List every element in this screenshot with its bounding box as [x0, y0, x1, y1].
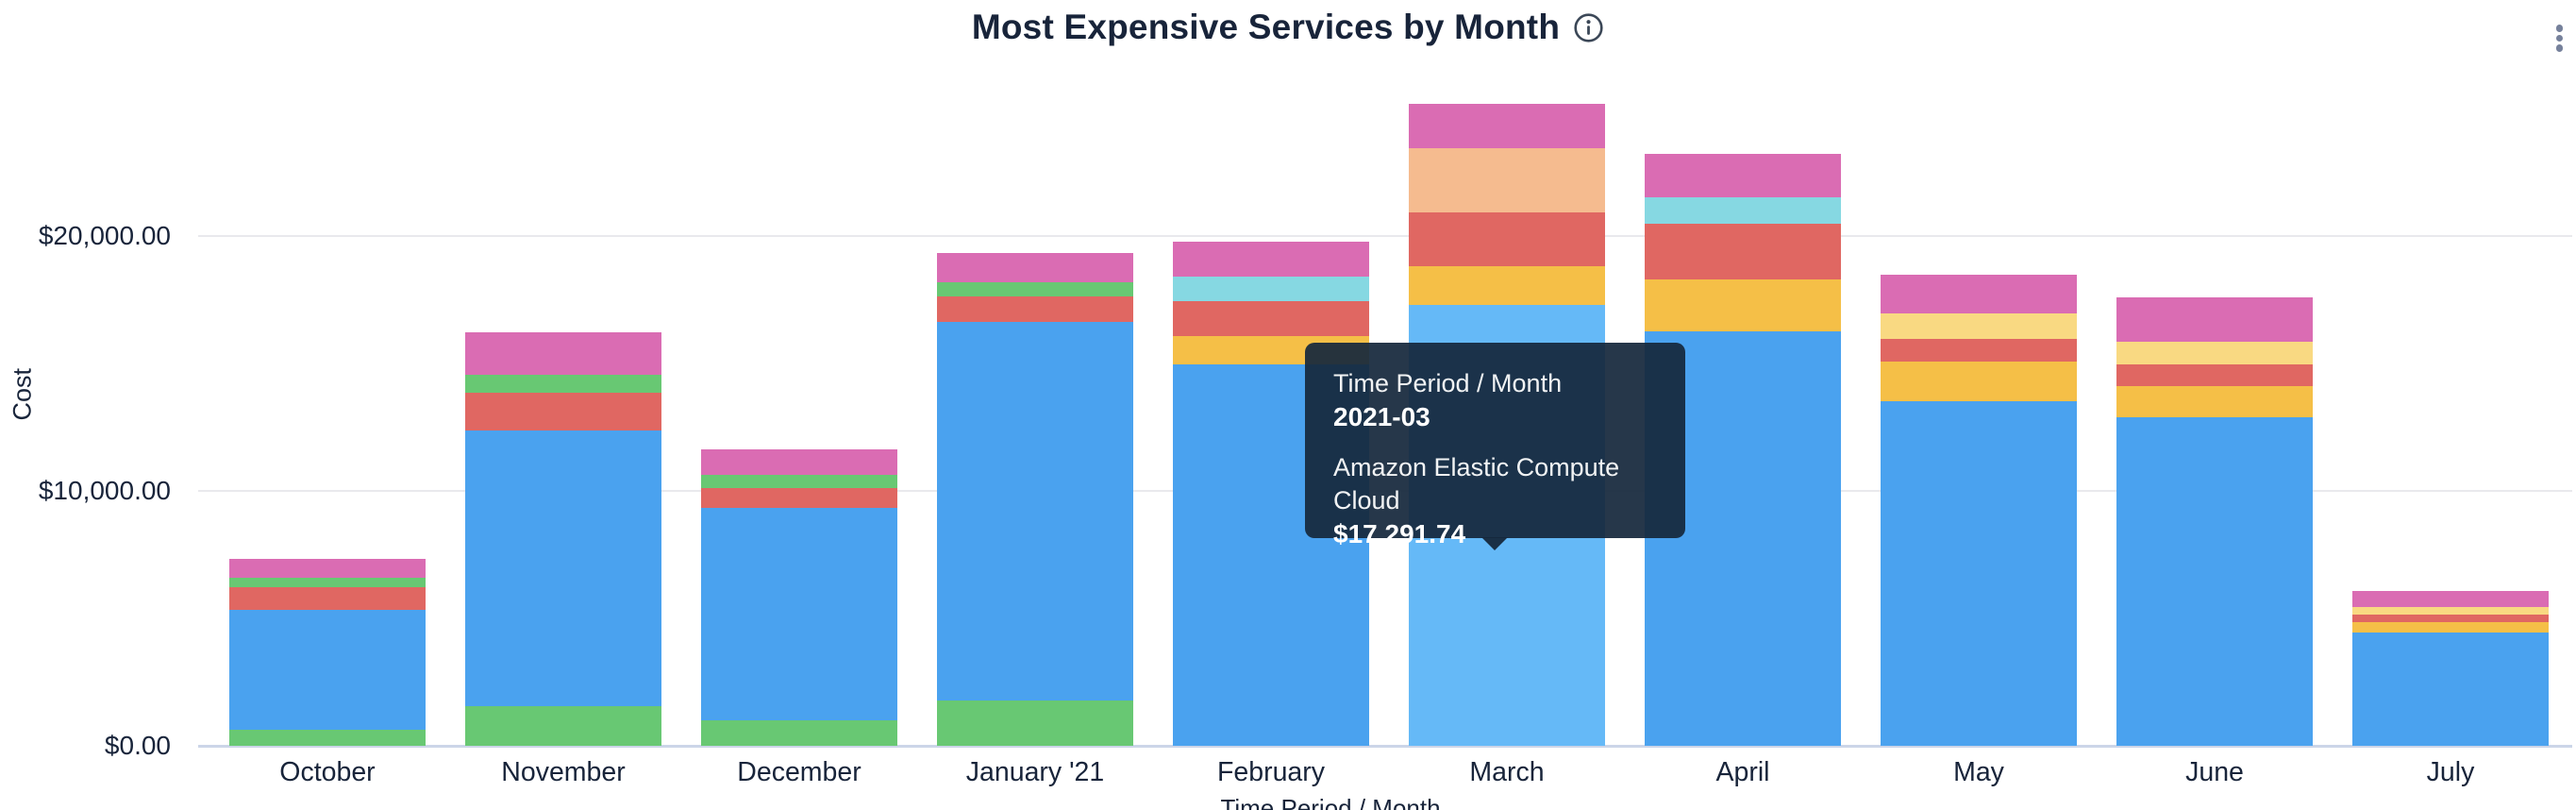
bar-segment-blue[interactable] [701, 508, 897, 720]
bar-segment-pink[interactable] [465, 331, 661, 376]
bar-segment-red[interactable] [2116, 364, 2313, 387]
bar-segment-blue[interactable] [2116, 416, 2313, 746]
bar-segment-green[interactable] [465, 375, 661, 394]
bar-january-21[interactable] [937, 253, 1133, 746]
bar-slot [1861, 42, 2097, 746]
x-axis-label: January '21 [965, 757, 1105, 787]
bar-segment-cyan[interactable] [1173, 277, 1369, 302]
x-axis-label: December [737, 757, 861, 787]
bar-segment-pink[interactable] [2116, 297, 2313, 342]
bar-slot [917, 42, 1153, 746]
bar-segment-red[interactable] [1409, 212, 1605, 267]
bar-segment-green[interactable] [701, 475, 897, 488]
bar-segment-red[interactable] [1173, 301, 1369, 337]
tooltip-dimension-label: Time Period / Month [1333, 369, 1563, 397]
bar-segment-red[interactable] [701, 487, 897, 509]
bar-segment-red[interactable] [465, 393, 661, 430]
bar-segment-yellow[interactable] [1645, 279, 1841, 332]
kebab-dot [2555, 25, 2563, 32]
bar-segment-peach[interactable] [1409, 148, 1605, 213]
bar-segment-yellow[interactable] [2116, 386, 2313, 417]
bar-segment-pale_yellow[interactable] [1881, 312, 2077, 340]
bar-segment-pink[interactable] [1173, 242, 1369, 278]
bar-slot [209, 42, 445, 746]
x-axis-label: May [1953, 757, 2004, 787]
bar-december[interactable] [701, 448, 897, 746]
bar-segment-pink[interactable] [701, 448, 897, 476]
y-tick-label: $20,000.00 [38, 221, 171, 250]
x-axis-label: February [1216, 757, 1326, 787]
bar-slot [681, 42, 917, 746]
y-tick-label: $0.00 [104, 731, 171, 760]
chart-title: Most Expensive Services by Month [971, 8, 1561, 46]
bar-segment-blue[interactable] [1881, 401, 2077, 746]
x-axis-label: November [501, 757, 626, 787]
bar-november[interactable] [465, 331, 661, 746]
bar-segment-green[interactable] [937, 282, 1133, 297]
x-axis-labels: October November December January '21 Februa… [209, 757, 2568, 788]
bar-segment-green[interactable] [701, 719, 897, 746]
x-axis-label: April [1715, 757, 1770, 787]
bar-segment-red[interactable] [229, 586, 426, 610]
bar-segment-green[interactable] [937, 700, 1133, 746]
tooltip-dimension-value: 2021-03 [1333, 402, 1430, 431]
bar-segment-cyan[interactable] [1645, 197, 1841, 225]
bar-slot [2333, 42, 2568, 746]
bar-segment-blue[interactable] [937, 322, 1133, 701]
tooltip-arrow [1481, 537, 1508, 550]
x-axis-label: July [2426, 757, 2475, 787]
bar-segment-green[interactable] [465, 705, 661, 746]
bar-july[interactable] [2352, 591, 2549, 746]
bar-october[interactable] [229, 559, 426, 746]
bar-segment-pink[interactable] [2352, 591, 2549, 608]
bar-segment-blue[interactable] [465, 430, 661, 706]
tooltip-series-value: $17,291.74 [1333, 519, 1466, 548]
bar-slot [2097, 42, 2333, 746]
x-axis-line [198, 745, 2572, 748]
bar-segment-pink[interactable] [1409, 103, 1605, 149]
y-axis-title: Cost [8, 367, 37, 421]
bar-segment-blue[interactable] [229, 609, 426, 731]
bar-segment-yellow[interactable] [1881, 362, 2077, 401]
bar-segment-yellow[interactable] [1409, 266, 1605, 306]
bar-segment-pale_yellow[interactable] [2352, 607, 2549, 616]
bar-may[interactable] [1881, 275, 2077, 746]
x-axis-label: March [1469, 757, 1545, 787]
bar-segment-yellow[interactable] [2352, 622, 2549, 633]
kebab-dot [2555, 34, 2563, 42]
chart-header: Most Expensive Services by Month [0, 8, 2576, 47]
y-tick-label: $10,000.00 [38, 476, 171, 505]
tooltip-series-label: Amazon Elastic Compute Cloud [1333, 453, 1620, 515]
bar-segment-green[interactable] [229, 730, 426, 746]
kebab-menu-button[interactable] [2555, 25, 2563, 52]
bar-segment-red[interactable] [2352, 615, 2549, 623]
bar-segment-pink[interactable] [1645, 154, 1841, 198]
bar-june[interactable] [2116, 297, 2313, 746]
bar-segment-green[interactable] [229, 577, 426, 587]
gridline [198, 235, 2572, 237]
bar-segment-red[interactable] [937, 296, 1133, 322]
bar-segment-pink[interactable] [937, 253, 1133, 283]
bar-segment-pink[interactable] [1881, 275, 2077, 313]
kebab-dot [2555, 44, 2563, 52]
bar-slot [445, 42, 681, 746]
info-circle-icon[interactable] [1573, 12, 1604, 43]
bar-segment-red[interactable] [1881, 339, 2077, 363]
bar-segment-red[interactable] [1645, 224, 1841, 280]
chart-tooltip: Time Period / Month 2021-03 Amazon Elast… [1305, 343, 1685, 550]
x-axis-label: June [2185, 757, 2244, 787]
bar-segment-pink[interactable] [229, 559, 426, 578]
bar-segment-pale_yellow[interactable] [2116, 341, 2313, 365]
x-axis-label: October [279, 757, 376, 787]
x-axis-title: Time Period / Month [1220, 794, 1441, 810]
bar-segment-blue[interactable] [2352, 633, 2549, 746]
